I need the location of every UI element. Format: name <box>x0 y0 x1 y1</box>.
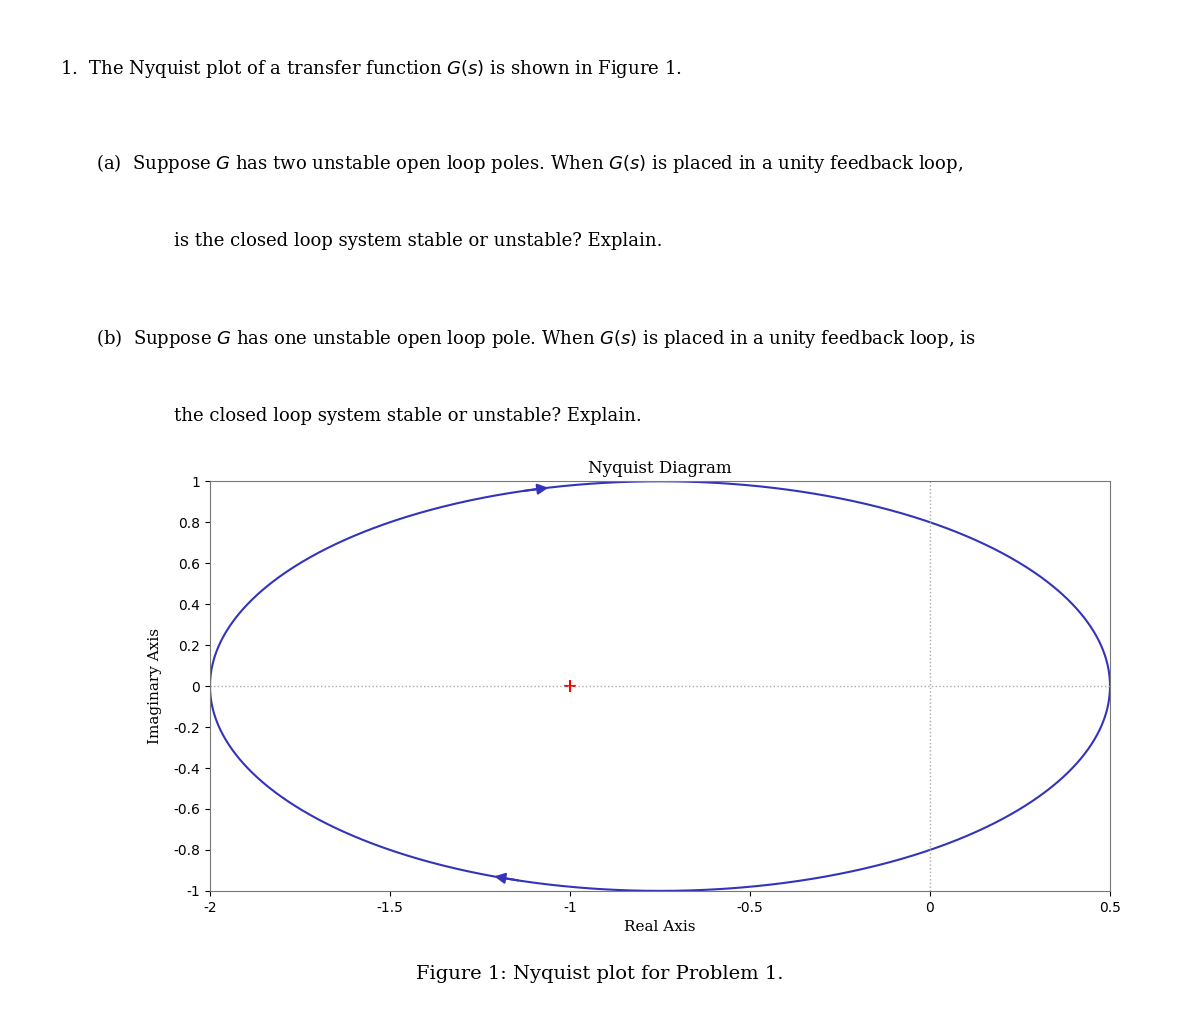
Text: is the closed loop system stable or unstable? Explain.: is the closed loop system stable or unst… <box>174 232 662 251</box>
Title: Nyquist Diagram: Nyquist Diagram <box>588 460 732 477</box>
Text: (a)  Suppose $G$ has two unstable open loop poles. When $G(s)$ is placed in a un: (a) Suppose $G$ has two unstable open lo… <box>96 153 964 175</box>
Text: Figure 1: Nyquist plot for Problem 1.: Figure 1: Nyquist plot for Problem 1. <box>416 965 784 983</box>
Y-axis label: Imaginary Axis: Imaginary Axis <box>149 628 162 744</box>
Text: (b)  Suppose $G$ has one unstable open loop pole. When $G(s)$ is placed in a uni: (b) Suppose $G$ has one unstable open lo… <box>96 327 976 349</box>
X-axis label: Real Axis: Real Axis <box>624 921 696 934</box>
Text: 1.  The Nyquist plot of a transfer function $G(s)$ is shown in Figure 1.: 1. The Nyquist plot of a transfer functi… <box>60 58 682 80</box>
Text: the closed loop system stable or unstable? Explain.: the closed loop system stable or unstabl… <box>174 407 642 425</box>
